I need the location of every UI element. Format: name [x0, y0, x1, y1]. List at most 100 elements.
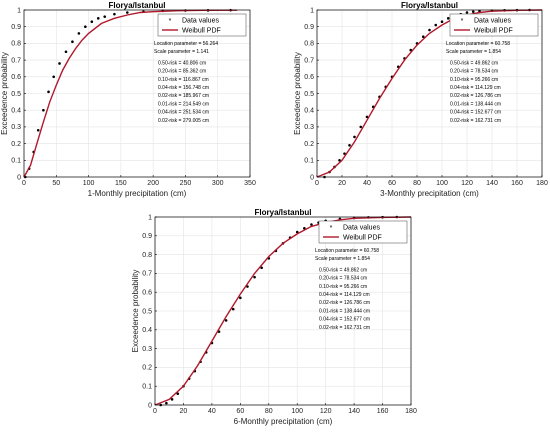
parameter-text: Scale parameter = 1.854	[446, 49, 501, 55]
risk-text: 0.20-risk = 78.534 cm	[319, 276, 367, 282]
risk-text: 0.02-risk = 126.786 cm	[319, 300, 370, 306]
x-tick-label: 120	[320, 408, 332, 415]
x-tick-label: 80	[413, 180, 421, 187]
data-point	[446, 17, 450, 20]
data-point	[103, 15, 107, 18]
y-tick-label: 0.4	[304, 108, 314, 115]
y-tick-label: 1	[17, 7, 21, 14]
y-tick-label: 0.6	[11, 74, 21, 81]
x-tick-label: 140	[486, 180, 498, 187]
data-point	[42, 108, 45, 112]
risk-text: 0.04-risk = 114.129 cm	[319, 292, 370, 298]
y-tick-label: 0.6	[142, 290, 152, 297]
y-tick-label: 0.5	[304, 91, 314, 98]
x-axis-label: 1-Monthly precipitation (cm)	[88, 189, 187, 198]
chart-title: Florya/Istanbul	[109, 1, 166, 10]
x-tick-label: 350	[244, 180, 256, 187]
x-tick-label: 100	[436, 180, 448, 187]
risk-text: 0.01-risk = 138.444 cm	[319, 308, 370, 314]
y-tick-label: 0.8	[142, 252, 152, 259]
x-tick-label: 50	[52, 180, 60, 187]
data-point	[303, 226, 306, 230]
risk-text: 0.04-risk = 152.677 cm	[319, 317, 370, 323]
axes-frame	[316, 9, 543, 178]
legend-label-data: Data values	[343, 225, 380, 232]
y-tick-label: 0	[148, 402, 152, 409]
x-tick-label: 0	[22, 180, 26, 187]
data-point	[84, 25, 87, 29]
y-axis-label: Exceedence probability	[293, 52, 302, 135]
axes-frame	[23, 9, 251, 178]
legend-label-weibull: Weibull PDF	[182, 28, 221, 35]
x-tick-label: 200	[147, 180, 159, 187]
x-tick-label: 300	[212, 180, 224, 187]
data-point	[36, 128, 40, 132]
data-point	[253, 275, 256, 279]
series-weibull-pdf	[316, 9, 543, 178]
x-tick-label: 20	[338, 180, 346, 187]
x-tick-label: 250	[180, 180, 192, 187]
y-tick-label: 0.1	[11, 158, 21, 165]
risk-text: 0.50-risk = 40.806 cm	[158, 60, 206, 66]
risk-text: 0.04-risk = 156.748 cm	[158, 85, 209, 91]
data-point	[239, 296, 242, 300]
data-point	[365, 115, 369, 119]
y-tick-label: 1	[148, 214, 152, 221]
data-point	[465, 11, 469, 14]
risk-text: 0.50-risk = 49.862 cm	[450, 60, 498, 66]
data-point	[260, 266, 263, 270]
chart-panel-2: 0 20 40 60 80 100 120 140 160 180 0 0.1 0.2 0.3 0.4 0.5…	[293, 1, 548, 198]
y-axis-label: Exceedence probability	[131, 270, 140, 353]
x-axis-label: 6-Monthly precipitation (cm)	[234, 417, 333, 426]
data-point	[96, 17, 100, 20]
risk-text: 0.01-risk = 214.549 cm	[158, 101, 209, 107]
x-tick-label: 80	[265, 408, 273, 415]
y-tick-label: 0.5	[11, 91, 21, 98]
y-tick-label: 0	[310, 174, 314, 181]
risk-text: 0.20-risk = 85.362 cm	[158, 69, 206, 75]
legend-label-weibull: Weibull PDF	[343, 235, 382, 242]
y-tick-label: 0	[17, 174, 21, 181]
y-tick-label: 0.9	[304, 24, 314, 31]
data-point	[126, 11, 129, 14]
y-tick-label: 0.1	[142, 384, 152, 391]
x-tick-label: 0	[315, 180, 319, 187]
legend-marker-data: *	[461, 18, 464, 25]
weibull-line	[154, 216, 412, 406]
legend: * Data values Weibull PDF	[318, 220, 408, 244]
y-tick-label: 0.1	[304, 158, 314, 165]
parameter-text: Location parameter = 56.264	[154, 41, 218, 47]
data-point	[113, 12, 116, 16]
chart-panel-3: 0 20 40 60 80 100 120 140 160 180 0 0.1 0.2 0.3 0.4 0.5…	[131, 208, 417, 426]
x-tick-label: 120	[461, 180, 473, 187]
risk-text: 0.04-risk = 251.534 cm	[158, 110, 209, 116]
data-point	[176, 392, 180, 396]
y-tick-label: 0.4	[142, 327, 152, 334]
risk-text: 0.02-risk = 279.005 cm	[158, 118, 209, 124]
risk-text: 0.04-risk = 152.677 cm	[450, 110, 501, 116]
series-weibull-pdf	[154, 216, 412, 406]
risk-text: 0.10-risk = 95.266 cm	[450, 77, 498, 83]
legend-box	[449, 13, 539, 37]
risk-text: 0.02-risk = 126.786 cm	[450, 93, 501, 99]
x-tick-label: 100	[83, 180, 95, 187]
data-point	[64, 50, 68, 54]
risk-text: 0.04-risk = 114.129 cm	[450, 85, 501, 91]
legend-marker-data: *	[330, 225, 333, 232]
data-point	[359, 125, 363, 129]
weibull-line	[316, 9, 543, 178]
data-point	[71, 40, 74, 44]
x-tick-label: 100	[291, 408, 303, 415]
y-tick-label: 0.3	[304, 124, 314, 131]
y-tick-label: 0.7	[142, 271, 152, 278]
x-tick-label: 140	[348, 408, 360, 415]
data-point	[353, 135, 356, 139]
y-tick-label: 0.4	[11, 108, 21, 115]
y-tick-label: 0.8	[304, 41, 314, 48]
x-tick-label: 160	[511, 180, 523, 187]
y-tick-label: 1	[310, 7, 314, 14]
y-tick-label: 0.2	[11, 141, 21, 148]
x-tick-label: 60	[388, 180, 396, 187]
data-point	[295, 230, 299, 234]
